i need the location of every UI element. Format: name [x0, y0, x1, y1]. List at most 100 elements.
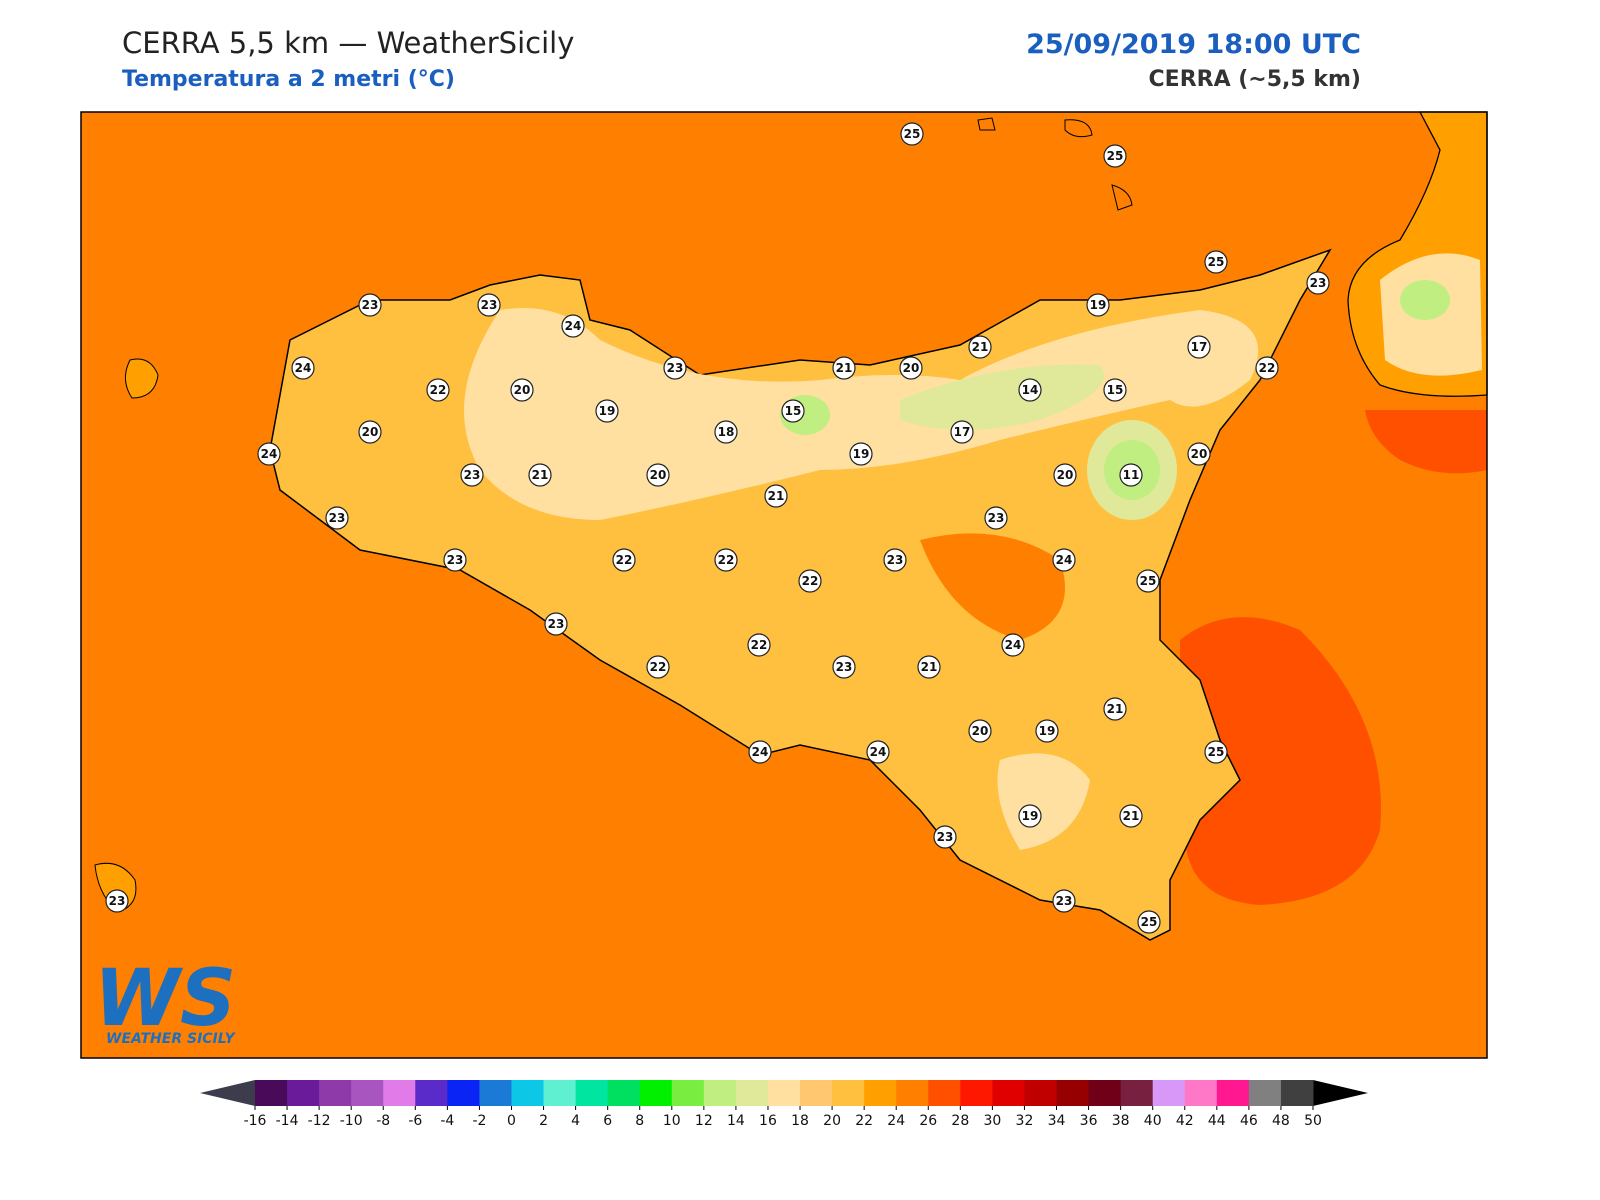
station-marker [612, 548, 636, 572]
colorbar-label: 48 [1272, 1113, 1290, 1129]
station: 22 [1255, 356, 1279, 380]
cool-area [1400, 280, 1450, 320]
station-marker [968, 335, 992, 359]
colorbar-label: 20 [823, 1113, 841, 1129]
station: 25 [1137, 910, 1161, 934]
station-value: 15 [1107, 383, 1124, 397]
station-value: 23 [329, 511, 346, 525]
station: 24 [257, 442, 281, 466]
station-value: 19 [1090, 298, 1107, 312]
station: 23 [663, 356, 687, 380]
station: 17 [950, 420, 974, 444]
station-value: 17 [954, 425, 971, 439]
station-marker [105, 889, 129, 913]
station-value: 20 [972, 724, 989, 738]
station-marker [1204, 740, 1228, 764]
station: 20 [968, 719, 992, 743]
station-value: 18 [718, 425, 735, 439]
station: 22 [714, 548, 738, 572]
station: 23 [1306, 271, 1330, 295]
station: 22 [747, 633, 771, 657]
station-marker [968, 719, 992, 743]
colorbar-swatch [1056, 1080, 1090, 1106]
station-value: 25 [904, 127, 921, 141]
station-marker [1103, 697, 1127, 721]
station-value: 19 [1022, 809, 1039, 823]
station-value: 22 [430, 383, 447, 397]
station: 18 [714, 420, 738, 444]
colorbar-swatch [928, 1080, 961, 1106]
station-value: 21 [768, 489, 785, 503]
station-marker [714, 548, 738, 572]
station-value: 22 [802, 574, 819, 588]
island [125, 358, 159, 399]
station-marker [257, 442, 281, 466]
cool-area [997, 753, 1090, 850]
station: 20 [899, 356, 923, 380]
station-marker [528, 463, 552, 487]
colorbar-label: 36 [1080, 1113, 1098, 1129]
station-marker [460, 463, 484, 487]
station: 23 [984, 506, 1008, 530]
station-value: 22 [1259, 361, 1276, 375]
station-value: 14 [1022, 383, 1039, 397]
station-marker [1053, 463, 1077, 487]
colorbar-label: -16 [244, 1113, 267, 1129]
station: 20 [1187, 442, 1211, 466]
logo-mark: WS [94, 954, 236, 1044]
station-value: 25 [1208, 745, 1225, 759]
station-value: 22 [718, 553, 735, 567]
station-marker [1255, 356, 1279, 380]
station-marker [1086, 293, 1110, 317]
station: 22 [426, 378, 450, 402]
colorbar-swatch [287, 1080, 320, 1106]
colorbar-label: 4 [571, 1113, 580, 1129]
station-marker [1187, 442, 1211, 466]
station-value: 23 [887, 553, 904, 567]
station: 15 [1103, 378, 1127, 402]
station-marker [1204, 250, 1228, 274]
station: 23 [883, 548, 907, 572]
station-value: 11 [1123, 468, 1140, 482]
station-value: 24 [295, 361, 312, 375]
station: 21 [528, 463, 552, 487]
station: 20 [1053, 463, 1077, 487]
station-value: 23 [988, 511, 1005, 525]
colorbar-label: 14 [727, 1113, 745, 1129]
station: 23 [477, 293, 501, 317]
station-value: 15 [785, 404, 802, 418]
station-marker [1187, 335, 1211, 359]
station: 23 [544, 612, 568, 636]
station: 22 [798, 569, 822, 593]
colorbar-swatch [255, 1080, 288, 1106]
colorbar-label: 10 [663, 1113, 681, 1129]
colorbar-swatch [864, 1080, 897, 1106]
island [977, 117, 1133, 211]
station-marker [646, 655, 670, 679]
station: 24 [748, 740, 772, 764]
station: 21 [1103, 697, 1127, 721]
station-marker [1119, 463, 1143, 487]
colorbar-label: 0 [507, 1113, 516, 1129]
colorbar-swatch [1024, 1080, 1058, 1106]
colorbar-swatch [1184, 1080, 1218, 1106]
colorbar-swatch [575, 1080, 609, 1106]
station: 21 [832, 356, 856, 380]
station-value: 23 [548, 617, 565, 631]
colorbar-swatch [960, 1080, 993, 1106]
station-marker [358, 420, 382, 444]
colorbar-swatch [767, 1080, 801, 1106]
logo: WS WEATHER SICILY [94, 954, 237, 1047]
station-marker [866, 740, 890, 764]
colorbar-label: 24 [887, 1113, 905, 1129]
station-marker [1137, 910, 1161, 934]
station-value: 20 [903, 361, 920, 375]
station-value: 21 [836, 361, 853, 375]
colorbar-swatch [735, 1080, 769, 1106]
colorbar-swatch [543, 1080, 577, 1106]
colorbar-swatch [1152, 1080, 1186, 1106]
station: 23 [443, 548, 467, 572]
colorbar-label: 34 [1048, 1113, 1066, 1129]
station-marker [510, 378, 534, 402]
